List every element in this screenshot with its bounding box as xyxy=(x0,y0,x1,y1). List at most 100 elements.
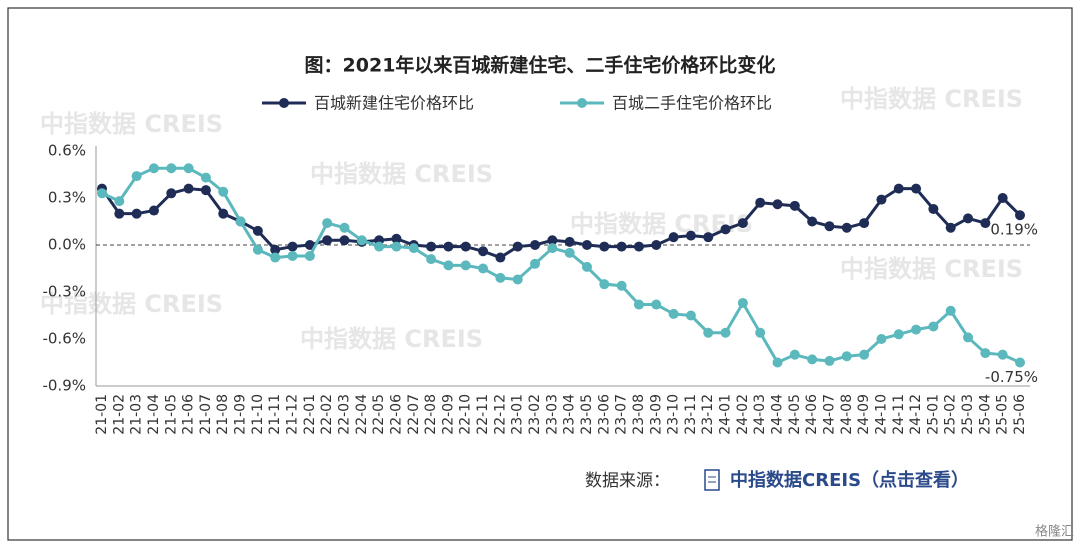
data-point xyxy=(807,354,818,365)
x-tick-label: 23-06 xyxy=(596,394,612,435)
y-tick-label: -0.6% xyxy=(42,330,86,348)
data-point xyxy=(495,252,506,263)
y-tick-label: 0.3% xyxy=(48,189,86,207)
data-point xyxy=(945,305,956,316)
x-tick-label: 23-09 xyxy=(648,394,664,435)
data-point xyxy=(737,297,748,308)
x-tick-label: 25-04 xyxy=(977,394,993,435)
data-point xyxy=(720,327,731,338)
x-tick-label: 25-06 xyxy=(1012,394,1028,435)
data-point xyxy=(928,203,939,214)
data-point xyxy=(581,261,592,272)
data-point xyxy=(131,171,142,182)
x-tick-label: 22-10 xyxy=(458,394,474,435)
data-point xyxy=(859,218,870,229)
data-point xyxy=(304,250,315,261)
x-tick-label: 24-10 xyxy=(873,394,889,435)
x-tick-label: 21-09 xyxy=(233,394,249,435)
data-point xyxy=(997,193,1008,203)
watermark: 中指数据 CREIS xyxy=(310,160,493,188)
data-point xyxy=(703,232,714,243)
watermark: 中指数据 CREIS xyxy=(40,290,223,318)
x-tick-label: 21-07 xyxy=(198,394,214,435)
x-tick-label: 21-08 xyxy=(215,394,231,435)
source-label: 数据来源： xyxy=(585,471,670,491)
data-point xyxy=(252,225,263,236)
data-point xyxy=(287,241,298,252)
x-tick-label: 22-08 xyxy=(423,394,439,435)
data-point xyxy=(97,188,107,199)
x-tick-label: 22-03 xyxy=(336,394,352,435)
data-point xyxy=(876,194,887,205)
source-icon xyxy=(704,469,720,491)
data-point xyxy=(183,163,194,174)
watermark: 中指数据 CREIS xyxy=(40,110,223,138)
data-point xyxy=(841,222,852,233)
x-tick-label: 24-11 xyxy=(891,394,907,435)
data-point xyxy=(789,200,800,211)
x-tick-label: 22-02 xyxy=(319,394,335,435)
data-point xyxy=(841,351,852,362)
x-tick-label: 24-09 xyxy=(856,394,872,435)
data-point xyxy=(963,332,974,343)
data-point xyxy=(668,232,679,243)
data-point xyxy=(616,280,627,291)
legend-marker xyxy=(577,98,587,108)
x-tick-label: 23-11 xyxy=(683,394,699,435)
data-point xyxy=(859,349,870,360)
y-tick-label: 0.0% xyxy=(48,236,86,254)
x-tick-label: 24-04 xyxy=(770,394,786,435)
x-tick-label: 21-11 xyxy=(267,394,283,435)
source-link[interactable]: 中指数据CREIS（点击查看） xyxy=(730,469,969,491)
data-point xyxy=(980,348,991,359)
data-point xyxy=(911,183,922,194)
x-tick-label: 24-01 xyxy=(718,394,734,435)
data-point xyxy=(478,246,489,257)
data-point xyxy=(304,240,315,250)
x-tick-label: 21-10 xyxy=(250,394,266,435)
frame xyxy=(7,7,1073,541)
data-point xyxy=(633,299,644,310)
x-tick-label: 24-12 xyxy=(908,394,924,435)
data-point xyxy=(772,199,783,210)
data-point xyxy=(997,349,1008,360)
x-tick-label: 23-02 xyxy=(527,394,543,435)
corner-logo: 格隆汇 xyxy=(1035,524,1074,540)
x-tick-label: 22-12 xyxy=(492,394,508,435)
data-point xyxy=(1015,357,1025,368)
x-tick-label: 24-05 xyxy=(787,394,803,435)
x-tick-label: 23-12 xyxy=(700,394,716,435)
x-tick-label: 24-07 xyxy=(821,394,837,435)
data-point xyxy=(772,357,783,368)
data-point xyxy=(512,241,523,252)
data-point xyxy=(703,327,714,338)
data-point xyxy=(668,308,679,319)
data-point xyxy=(218,186,229,197)
data-point xyxy=(928,321,939,332)
data-point xyxy=(148,163,159,174)
x-tick-label: 22-05 xyxy=(371,394,387,435)
data-point xyxy=(322,235,333,246)
data-point xyxy=(183,183,194,194)
data-point xyxy=(893,329,904,340)
x-tick-label: 23-01 xyxy=(510,394,526,435)
data-point xyxy=(322,218,333,229)
data-point xyxy=(356,235,367,246)
x-tick-label: 24-08 xyxy=(839,394,855,435)
data-point xyxy=(564,236,575,247)
data-label: 0.19% xyxy=(990,221,1038,239)
x-tick-label: 23-05 xyxy=(579,394,595,435)
data-point xyxy=(530,258,541,269)
data-point xyxy=(339,222,350,233)
x-tick-label: 24-03 xyxy=(752,394,768,435)
data-point xyxy=(478,263,489,274)
watermark: 中指数据 CREIS xyxy=(840,255,1023,283)
x-tick-label: 21-05 xyxy=(163,394,179,435)
data-point xyxy=(685,230,696,241)
x-tick-label: 23-08 xyxy=(631,394,647,435)
data-point xyxy=(270,244,281,255)
data-point xyxy=(547,243,558,254)
data-point xyxy=(789,349,800,360)
data-point xyxy=(443,260,454,271)
data-point xyxy=(374,241,385,252)
